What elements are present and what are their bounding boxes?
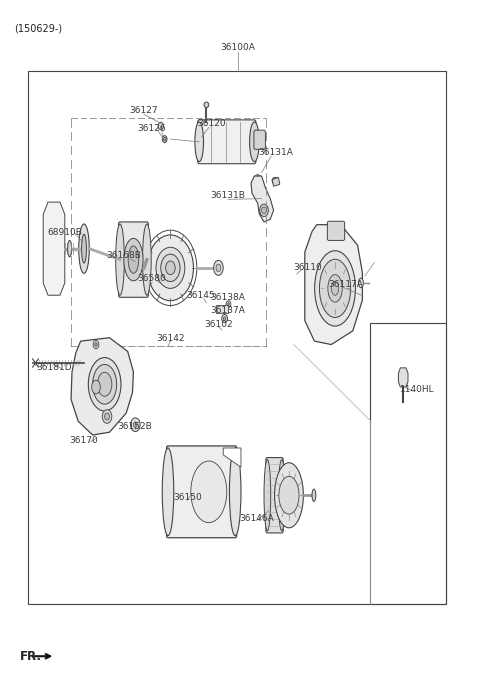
Ellipse shape bbox=[162, 136, 167, 142]
Bar bbox=[370, 323, 446, 604]
Polygon shape bbox=[305, 225, 362, 345]
Ellipse shape bbox=[95, 343, 97, 347]
Text: FR.: FR. bbox=[20, 650, 42, 662]
Ellipse shape bbox=[275, 463, 303, 527]
Text: 36138A: 36138A bbox=[211, 293, 245, 303]
Ellipse shape bbox=[254, 175, 261, 184]
Ellipse shape bbox=[194, 475, 199, 482]
Text: 36152B: 36152B bbox=[117, 421, 152, 431]
Ellipse shape bbox=[156, 247, 185, 288]
Text: 36146A: 36146A bbox=[240, 514, 274, 523]
Ellipse shape bbox=[161, 254, 180, 282]
Polygon shape bbox=[251, 176, 274, 222]
Ellipse shape bbox=[92, 380, 100, 394]
Polygon shape bbox=[43, 202, 65, 295]
Ellipse shape bbox=[166, 261, 175, 275]
Ellipse shape bbox=[128, 246, 139, 273]
Text: 36580: 36580 bbox=[137, 274, 166, 284]
Ellipse shape bbox=[162, 448, 174, 536]
Text: 36131B: 36131B bbox=[211, 191, 245, 201]
Ellipse shape bbox=[228, 303, 229, 306]
Bar bbox=[28, 71, 446, 604]
Ellipse shape bbox=[359, 278, 363, 288]
Ellipse shape bbox=[124, 238, 143, 281]
Text: 36126: 36126 bbox=[137, 124, 166, 134]
Ellipse shape bbox=[68, 240, 72, 257]
Text: 36102: 36102 bbox=[204, 319, 233, 329]
FancyBboxPatch shape bbox=[327, 221, 345, 240]
Text: 36137A: 36137A bbox=[211, 306, 245, 316]
Ellipse shape bbox=[264, 460, 271, 531]
Ellipse shape bbox=[224, 316, 226, 320]
Ellipse shape bbox=[116, 224, 124, 295]
Ellipse shape bbox=[214, 260, 223, 275]
Text: 36168B: 36168B bbox=[107, 251, 141, 260]
Ellipse shape bbox=[250, 122, 259, 162]
FancyBboxPatch shape bbox=[266, 458, 283, 533]
Polygon shape bbox=[272, 177, 280, 186]
Ellipse shape bbox=[256, 177, 259, 182]
Ellipse shape bbox=[97, 373, 112, 396]
Text: 36142: 36142 bbox=[156, 334, 185, 343]
Ellipse shape bbox=[88, 358, 121, 411]
Ellipse shape bbox=[163, 137, 166, 140]
Ellipse shape bbox=[328, 275, 342, 302]
Ellipse shape bbox=[315, 251, 355, 326]
Ellipse shape bbox=[272, 177, 278, 184]
FancyBboxPatch shape bbox=[254, 130, 265, 149]
FancyBboxPatch shape bbox=[119, 222, 148, 297]
Text: 36120: 36120 bbox=[197, 119, 226, 128]
Text: 36150: 36150 bbox=[173, 493, 202, 502]
Ellipse shape bbox=[226, 301, 231, 308]
Text: 36170: 36170 bbox=[70, 436, 98, 445]
Text: 36127: 36127 bbox=[130, 106, 158, 116]
Ellipse shape bbox=[82, 234, 86, 263]
Ellipse shape bbox=[204, 102, 209, 108]
Ellipse shape bbox=[147, 235, 193, 301]
Text: 36145: 36145 bbox=[186, 291, 215, 301]
Text: 36100A: 36100A bbox=[220, 43, 255, 53]
Ellipse shape bbox=[278, 460, 285, 531]
Polygon shape bbox=[223, 448, 241, 467]
Text: 36181D: 36181D bbox=[36, 362, 72, 372]
Ellipse shape bbox=[93, 340, 99, 349]
Ellipse shape bbox=[260, 204, 268, 216]
Ellipse shape bbox=[216, 264, 221, 272]
Bar bbox=[216, 305, 228, 313]
Ellipse shape bbox=[331, 282, 339, 295]
Ellipse shape bbox=[158, 123, 163, 130]
Text: 36110: 36110 bbox=[293, 263, 322, 273]
Ellipse shape bbox=[143, 224, 151, 295]
Ellipse shape bbox=[93, 364, 117, 404]
Ellipse shape bbox=[195, 122, 204, 162]
Ellipse shape bbox=[102, 410, 112, 423]
FancyBboxPatch shape bbox=[167, 446, 237, 538]
Ellipse shape bbox=[279, 477, 299, 514]
Text: 36117A: 36117A bbox=[328, 279, 363, 289]
Ellipse shape bbox=[79, 224, 89, 273]
Text: 36131A: 36131A bbox=[259, 147, 293, 157]
Text: (150629-): (150629-) bbox=[14, 23, 62, 34]
FancyBboxPatch shape bbox=[198, 120, 256, 164]
Polygon shape bbox=[398, 368, 408, 387]
Text: 68910B: 68910B bbox=[48, 228, 82, 238]
Polygon shape bbox=[71, 338, 133, 435]
Text: 1140HL: 1140HL bbox=[400, 384, 435, 394]
Ellipse shape bbox=[105, 413, 109, 420]
Ellipse shape bbox=[312, 489, 316, 501]
Ellipse shape bbox=[262, 207, 266, 214]
Ellipse shape bbox=[191, 461, 227, 523]
Ellipse shape bbox=[229, 448, 241, 536]
Ellipse shape bbox=[133, 422, 137, 427]
Ellipse shape bbox=[320, 260, 350, 318]
Ellipse shape bbox=[131, 418, 140, 432]
Ellipse shape bbox=[222, 314, 228, 323]
